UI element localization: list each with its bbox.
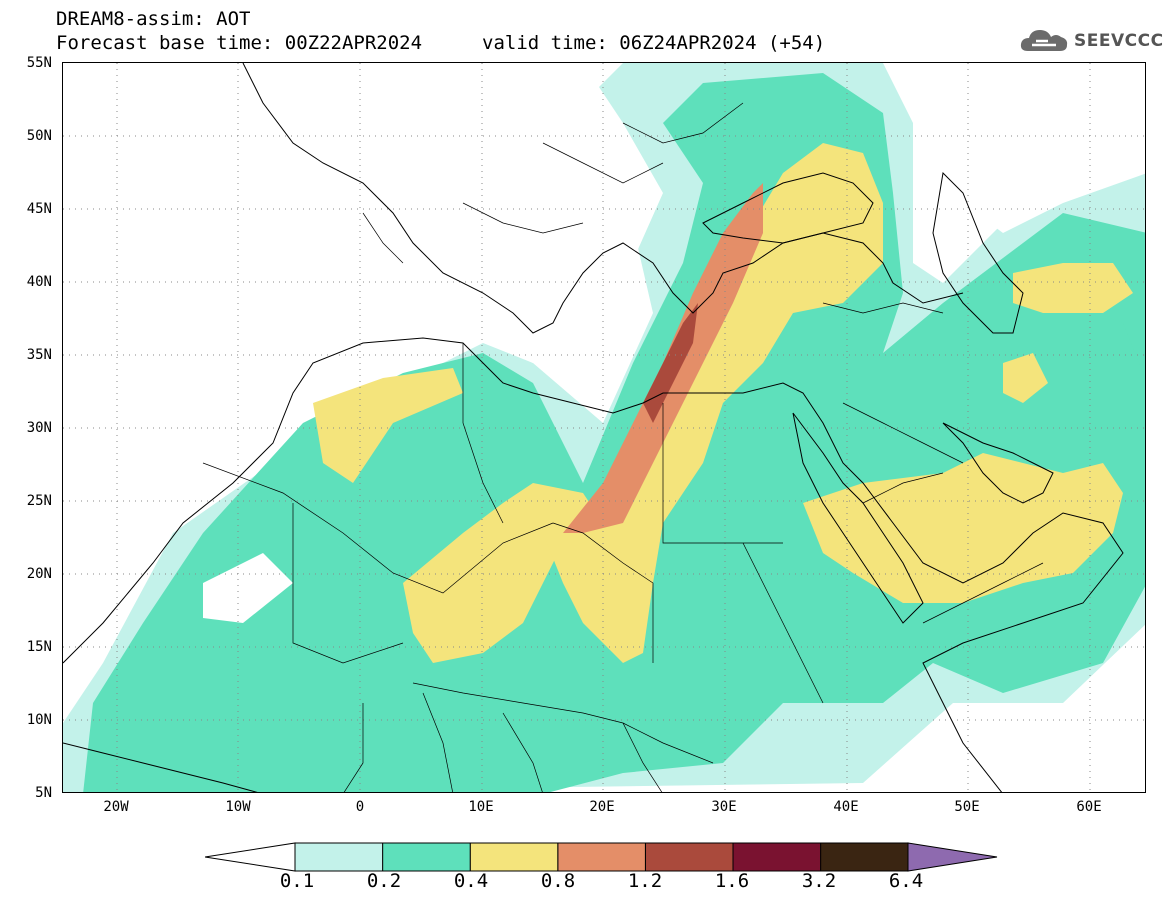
valid-time: valid time: 06Z24APR2024 (+54) <box>482 32 826 54</box>
aot-colorbar <box>204 840 1000 878</box>
colorbar-swatches <box>204 842 998 872</box>
map-canvas <box>63 63 1145 792</box>
colorbar-label: 6.4 <box>888 870 924 892</box>
lat-label: 50N <box>26 128 52 144</box>
colorbar-swatch <box>294 842 384 872</box>
map-title: DREAM8-assim: AOT <box>56 8 251 30</box>
lat-label: 55N <box>26 55 52 71</box>
country-borders <box>202 102 1044 792</box>
colorbar-label: 3.2 <box>801 870 837 892</box>
colorbar-swatch <box>820 842 909 872</box>
lon-label: 20W <box>103 799 129 815</box>
colorbar-label: 0.4 <box>453 870 489 892</box>
lon-label: 60E <box>1076 799 1102 815</box>
lon-label: 20E <box>589 799 615 815</box>
logo-text: SEEVCCC <box>1074 31 1164 51</box>
lon-label: 10E <box>468 799 494 815</box>
lat-label: 30N <box>26 420 52 436</box>
aot-very-high-field <box>643 303 698 423</box>
colorbar-label: 0.1 <box>279 870 315 892</box>
colorbar-swatch <box>557 842 646 872</box>
lat-label: 15N <box>26 639 52 655</box>
lon-label: 30E <box>711 799 737 815</box>
aot-high-field <box>563 183 763 533</box>
colorbar-label: 1.2 <box>627 870 663 892</box>
colorbar-high-arrow <box>907 842 998 872</box>
colorbar-label: 0.8 <box>540 870 576 892</box>
aot-moderate-field <box>313 143 1133 663</box>
colorbar-swatch <box>469 842 559 872</box>
forecast-base-time: Forecast base time: 00Z22APR2024 <box>56 32 423 54</box>
cloud-icon <box>1020 30 1068 51</box>
colorbar-swatch <box>382 842 471 872</box>
aot-map <box>62 62 1146 793</box>
aot-clean-areas <box>63 63 1145 623</box>
lon-label: 50E <box>954 799 980 815</box>
lat-label: 20N <box>26 566 52 582</box>
colorbar-swatch <box>644 842 734 872</box>
lat-label: 35N <box>26 347 52 363</box>
lon-label: 40E <box>833 799 859 815</box>
lon-label: 0 <box>355 799 365 815</box>
lat-label: 25N <box>26 493 52 509</box>
coastlines <box>63 63 1124 792</box>
lat-label: 45N <box>26 201 52 217</box>
colorbar-label: 1.6 <box>714 870 750 892</box>
lon-label: 10W <box>225 799 251 815</box>
lat-label: 40N <box>26 274 52 290</box>
graticule <box>63 63 1145 792</box>
colorbar-swatch <box>732 842 822 872</box>
lat-label: 10N <box>26 712 52 728</box>
colorbar-label: 0.2 <box>366 870 402 892</box>
seevccc-logo: SEEVCCC <box>1018 24 1164 58</box>
colorbar-low-arrow <box>204 842 296 872</box>
lat-label: 5N <box>35 785 52 801</box>
